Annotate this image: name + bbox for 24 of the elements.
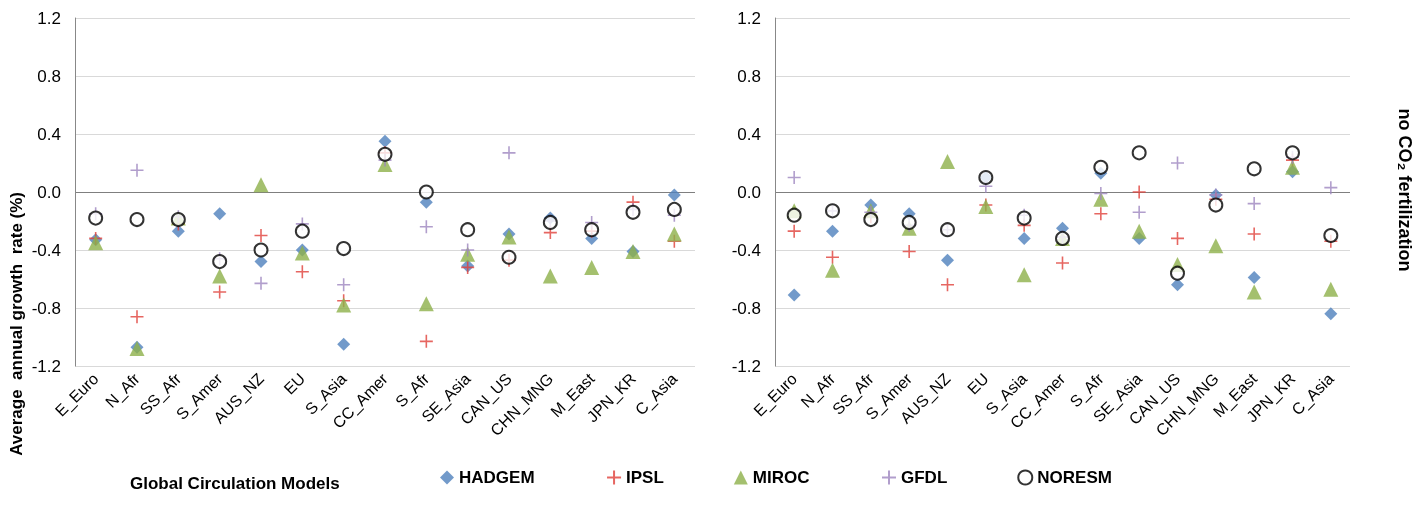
y-tick-label: 0.8 xyxy=(737,66,761,86)
y-tick-label: 0.0 xyxy=(737,182,761,202)
legend-label: MIROC xyxy=(752,468,810,487)
y-tick-label: -1.2 xyxy=(731,356,761,376)
x-tick-label: EU xyxy=(964,369,992,398)
y-tick-label: -0.4 xyxy=(731,240,761,260)
y-tick-label: 0.8 xyxy=(37,66,61,86)
legend-label: GFDL xyxy=(901,468,948,487)
y-tick-label: 0.4 xyxy=(737,124,761,144)
legend-label: NORESM xyxy=(1037,468,1112,487)
y-tick-label: -0.4 xyxy=(31,240,61,260)
legend-label: HADGEM xyxy=(459,468,535,487)
y-tick-label: 1.2 xyxy=(737,8,761,28)
legend-label: IPSL xyxy=(626,468,664,487)
y-tick-label: 0.4 xyxy=(37,124,61,144)
x-tick-label: EU xyxy=(280,369,309,398)
y-tick-label: 1.2 xyxy=(37,8,61,28)
y-tick-label: -0.8 xyxy=(31,298,61,318)
y-axis-title: Average annual growth rate (%) xyxy=(7,192,26,456)
y-tick-label: 0.0 xyxy=(37,182,61,202)
legend-title: Global Circulation Models xyxy=(130,474,340,493)
text: no CO₂ fertilization xyxy=(1395,108,1415,272)
y-tick-label: -1.2 xyxy=(31,356,61,376)
y-tick-label: -0.8 xyxy=(731,298,761,318)
